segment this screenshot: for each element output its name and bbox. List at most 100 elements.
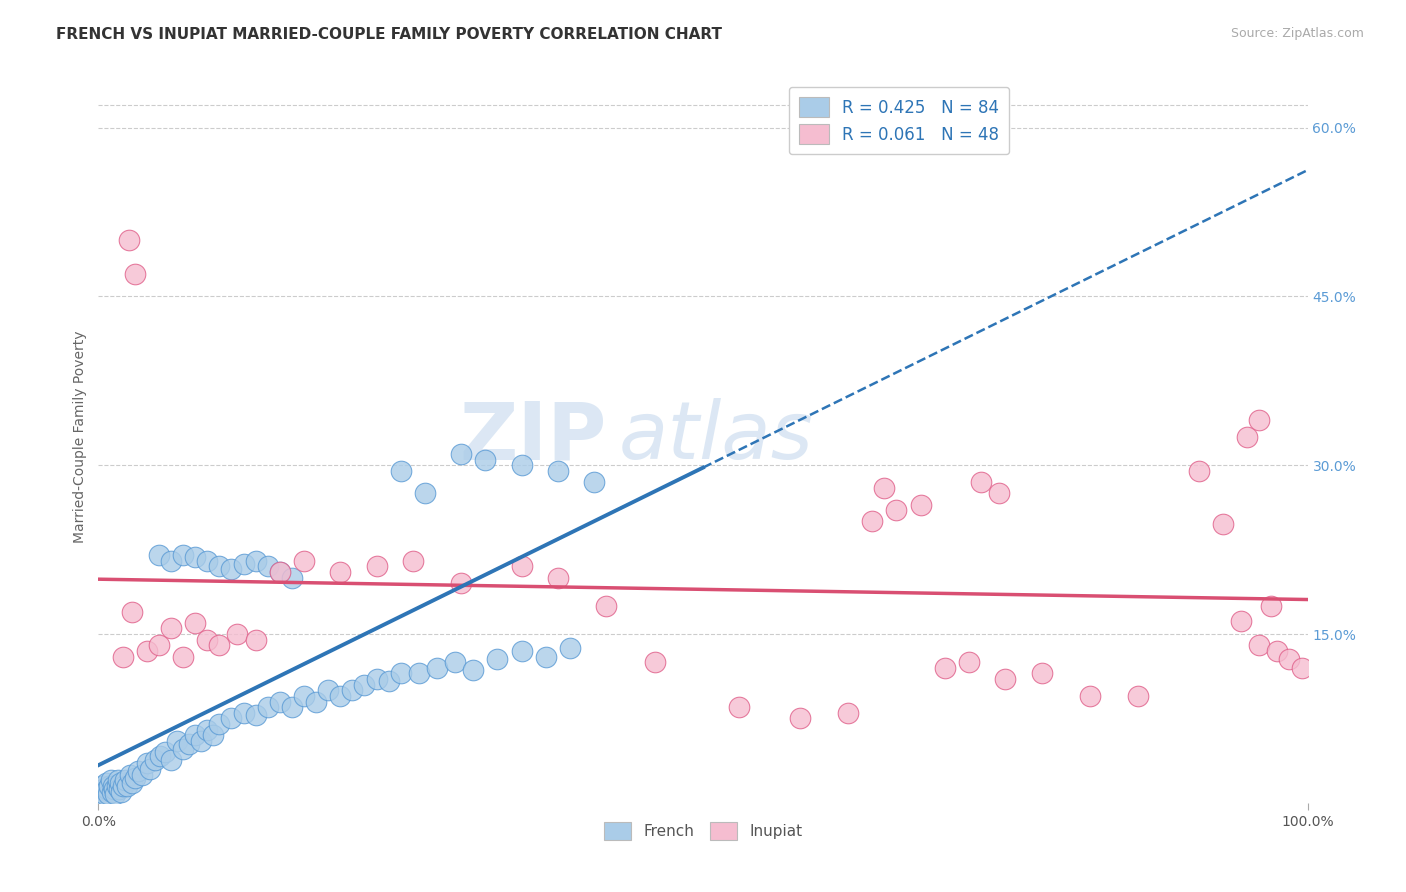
Point bbox=[789, 711, 811, 725]
Point bbox=[353, 678, 375, 692]
Point bbox=[728, 700, 751, 714]
Point bbox=[108, 775, 131, 789]
Point bbox=[644, 655, 666, 669]
Point bbox=[91, 779, 114, 793]
Point bbox=[377, 674, 399, 689]
Point bbox=[988, 486, 1011, 500]
Point bbox=[208, 717, 231, 731]
Point bbox=[111, 779, 134, 793]
Point bbox=[172, 649, 194, 664]
Point bbox=[1267, 644, 1289, 658]
Text: FRENCH VS INUPIAT MARRIED-COUPLE FAMILY POVERTY CORRELATION CHART: FRENCH VS INUPIAT MARRIED-COUPLE FAMILY … bbox=[56, 27, 723, 42]
Point bbox=[110, 784, 132, 798]
Point bbox=[148, 548, 170, 562]
Point bbox=[232, 706, 254, 720]
Point bbox=[1278, 652, 1301, 666]
Point bbox=[269, 565, 291, 579]
Point bbox=[329, 565, 352, 579]
Point bbox=[221, 562, 243, 576]
Y-axis label: Married-Couple Family Poverty: Married-Couple Family Poverty bbox=[73, 331, 87, 543]
Point bbox=[366, 672, 388, 686]
Point bbox=[100, 773, 122, 788]
Point bbox=[450, 576, 472, 591]
Point bbox=[450, 447, 472, 461]
Point bbox=[583, 475, 606, 489]
Point bbox=[408, 666, 430, 681]
Point bbox=[98, 779, 121, 793]
Point bbox=[994, 672, 1017, 686]
Point bbox=[837, 706, 859, 720]
Point bbox=[281, 700, 304, 714]
Point bbox=[1260, 599, 1282, 613]
Point bbox=[121, 605, 143, 619]
Point bbox=[184, 550, 207, 565]
Point bbox=[135, 644, 157, 658]
Point bbox=[510, 644, 533, 658]
Point bbox=[281, 571, 304, 585]
Point bbox=[118, 233, 141, 247]
Point bbox=[208, 559, 231, 574]
Point bbox=[426, 661, 449, 675]
Point bbox=[547, 571, 569, 585]
Legend: French, Inupiat: French, Inupiat bbox=[598, 815, 808, 847]
Point bbox=[153, 745, 176, 759]
Point bbox=[143, 753, 166, 767]
Point bbox=[108, 782, 131, 797]
Point bbox=[139, 762, 162, 776]
Point bbox=[510, 559, 533, 574]
Point bbox=[269, 565, 291, 579]
Point bbox=[202, 728, 225, 742]
Point bbox=[97, 787, 120, 801]
Point bbox=[114, 773, 136, 788]
Point bbox=[118, 767, 141, 781]
Point bbox=[886, 503, 908, 517]
Point bbox=[107, 773, 129, 788]
Point bbox=[329, 689, 352, 703]
Point bbox=[90, 784, 112, 798]
Point bbox=[256, 559, 278, 574]
Point bbox=[402, 554, 425, 568]
Point bbox=[595, 599, 617, 613]
Point bbox=[1249, 413, 1271, 427]
Point bbox=[135, 756, 157, 771]
Point bbox=[256, 700, 278, 714]
Text: ZIP: ZIP bbox=[458, 398, 606, 476]
Point bbox=[149, 748, 172, 763]
Point bbox=[195, 632, 218, 647]
Point bbox=[160, 753, 183, 767]
Point bbox=[1236, 430, 1258, 444]
Point bbox=[486, 652, 509, 666]
Point bbox=[292, 554, 315, 568]
Point bbox=[195, 723, 218, 737]
Point bbox=[121, 775, 143, 789]
Point bbox=[179, 737, 201, 751]
Point bbox=[117, 779, 139, 793]
Point bbox=[100, 784, 122, 798]
Text: Source: ZipAtlas.com: Source: ZipAtlas.com bbox=[1230, 27, 1364, 40]
Point bbox=[160, 621, 183, 635]
Point bbox=[172, 548, 194, 562]
Point bbox=[131, 767, 153, 781]
Point bbox=[463, 663, 485, 677]
Point bbox=[245, 554, 267, 568]
Point bbox=[1212, 516, 1234, 531]
Point bbox=[474, 452, 496, 467]
Point bbox=[105, 779, 128, 793]
Point bbox=[111, 649, 134, 664]
Point bbox=[342, 683, 364, 698]
Point bbox=[93, 787, 115, 801]
Point bbox=[547, 464, 569, 478]
Point bbox=[910, 498, 932, 512]
Point bbox=[195, 554, 218, 568]
Point bbox=[103, 782, 125, 797]
Point bbox=[226, 627, 249, 641]
Point bbox=[1078, 689, 1101, 703]
Point bbox=[172, 741, 194, 756]
Point bbox=[1249, 638, 1271, 652]
Point bbox=[860, 515, 883, 529]
Point bbox=[148, 638, 170, 652]
Point bbox=[94, 775, 117, 789]
Point bbox=[160, 554, 183, 568]
Point bbox=[316, 683, 339, 698]
Point bbox=[1188, 464, 1211, 478]
